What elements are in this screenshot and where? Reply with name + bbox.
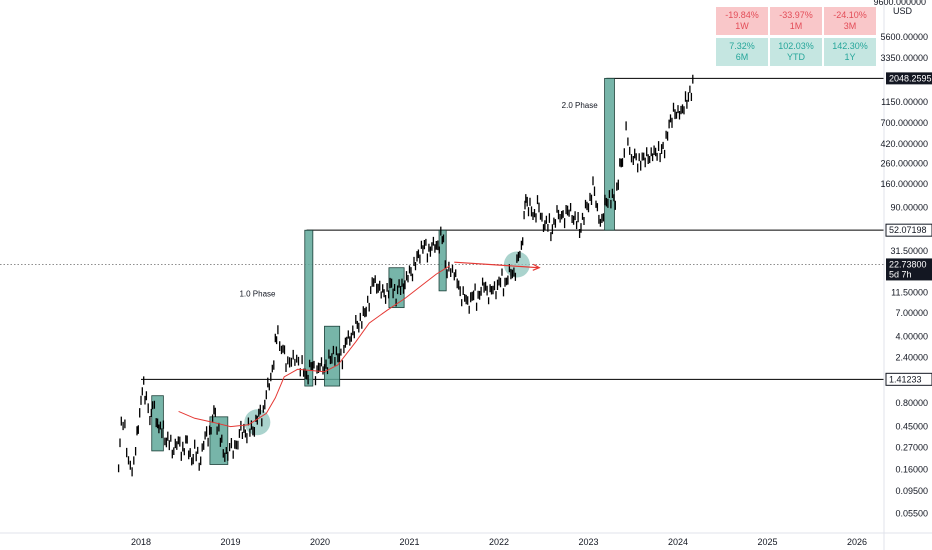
- price-badge: [886, 72, 932, 85]
- price-axis-label: 1150.00000: [881, 97, 928, 107]
- price-axis-label: 260.000000: [880, 159, 928, 169]
- performance-cell: -19.84% 1W: [716, 7, 768, 35]
- price-axis-label: 4.00000: [895, 331, 928, 341]
- performance-period: 1M: [789, 21, 803, 31]
- countdown-label: 5d 7h: [889, 269, 912, 279]
- time-axis-label: 2021: [399, 537, 419, 547]
- price-axis-label: 0.05500: [895, 509, 928, 519]
- currency-label: USD: [893, 6, 913, 16]
- price-badge-label: 22.73800: [889, 259, 927, 269]
- performance-cell: -33.97% 1M: [770, 7, 822, 35]
- price-axis-label: 90.00000: [890, 203, 928, 213]
- price-badge: [886, 258, 932, 281]
- performance-period: 6M: [735, 52, 749, 62]
- phase-labels: 1.0 Phase 2.0 Phase: [239, 101, 598, 298]
- price-series: [117, 74, 694, 477]
- highlight-box: [604, 77, 615, 231]
- price-axis-label: 31.50000: [890, 246, 928, 256]
- performance-value: -24.10%: [833, 10, 867, 20]
- time-axis-label: 2026: [847, 537, 867, 547]
- price-axis-label: 420.000000: [880, 139, 928, 149]
- price-badge: [885, 223, 932, 237]
- projection-arrow: [454, 261, 541, 271]
- time-axis-label: 2018: [131, 537, 151, 547]
- arrow-head: [532, 263, 541, 271]
- price-badge-label: 52.07198: [889, 225, 927, 235]
- price-axis-label: 160.000000: [880, 179, 928, 189]
- highlight-box: [304, 229, 314, 387]
- price-axis-label: 5600.00000: [880, 32, 928, 42]
- moving-average: [178, 265, 451, 428]
- performance-value: -33.97%: [779, 10, 813, 20]
- price-axis-label: 0.16000: [895, 464, 928, 474]
- performance-value: -19.84%: [725, 10, 759, 20]
- phase-label: 2.0 Phase: [562, 101, 599, 110]
- time-axis-label: 2024: [668, 537, 688, 547]
- price-badge: [885, 372, 932, 386]
- performance-cell: 102.03% YTD: [770, 38, 822, 66]
- arrow-shaft: [454, 261, 540, 269]
- time-axis-label: 2022: [489, 537, 509, 547]
- highlight-circles: [244, 251, 530, 436]
- phase-label: 1.0 Phase: [239, 289, 276, 298]
- performance-cell: -24.10% 3M: [824, 7, 876, 35]
- price-axis-label: 11.50000: [891, 288, 928, 298]
- performance-period: 3M: [843, 21, 857, 31]
- price-badge-label: 1.41233: [889, 374, 922, 384]
- price-candles: [117, 74, 694, 477]
- performance-value: 102.03%: [778, 41, 814, 51]
- highlight-box: [438, 229, 447, 292]
- time-axis-label: 2020: [310, 537, 330, 547]
- performance-period: 1Y: [844, 52, 856, 62]
- performance-value: 142.30%: [832, 41, 868, 51]
- time-axis-label: 2025: [757, 537, 777, 547]
- price-axis-label: 0.45000: [895, 422, 928, 432]
- time-axis-label: 2019: [220, 537, 240, 547]
- price-badge-label: 2048.25951: [889, 73, 932, 83]
- price-axis-label: 3350.00000: [880, 53, 928, 63]
- highlight-boxes: [151, 77, 615, 465]
- price-axis-label: 7.00000: [895, 308, 928, 318]
- time-axis[interactable]: 2018 2019 2020 2021 2022 2023 2024 2025 2026: [0, 532, 932, 547]
- price-axis-label: 2.40000: [895, 352, 928, 362]
- performance-value: 7.32%: [729, 41, 755, 51]
- price-axis-label: 0.27000: [895, 443, 928, 453]
- price-axis-label: 9600.000000: [873, 0, 926, 7]
- performance-period: 1W: [735, 21, 749, 31]
- price-axis-label: 700.000000: [880, 118, 928, 128]
- price-axis-label: 0.09500: [895, 486, 928, 496]
- horizontal-levels: [0, 77, 884, 380]
- performance-cell: 7.32% 6M: [716, 38, 768, 66]
- performance-period: YTD: [787, 52, 805, 62]
- price-axis-label: 0.80000: [895, 398, 928, 408]
- time-axis-label: 2023: [578, 537, 598, 547]
- moving-average-line: [178, 265, 451, 428]
- performance-cell: 142.30% 1Y: [824, 38, 876, 66]
